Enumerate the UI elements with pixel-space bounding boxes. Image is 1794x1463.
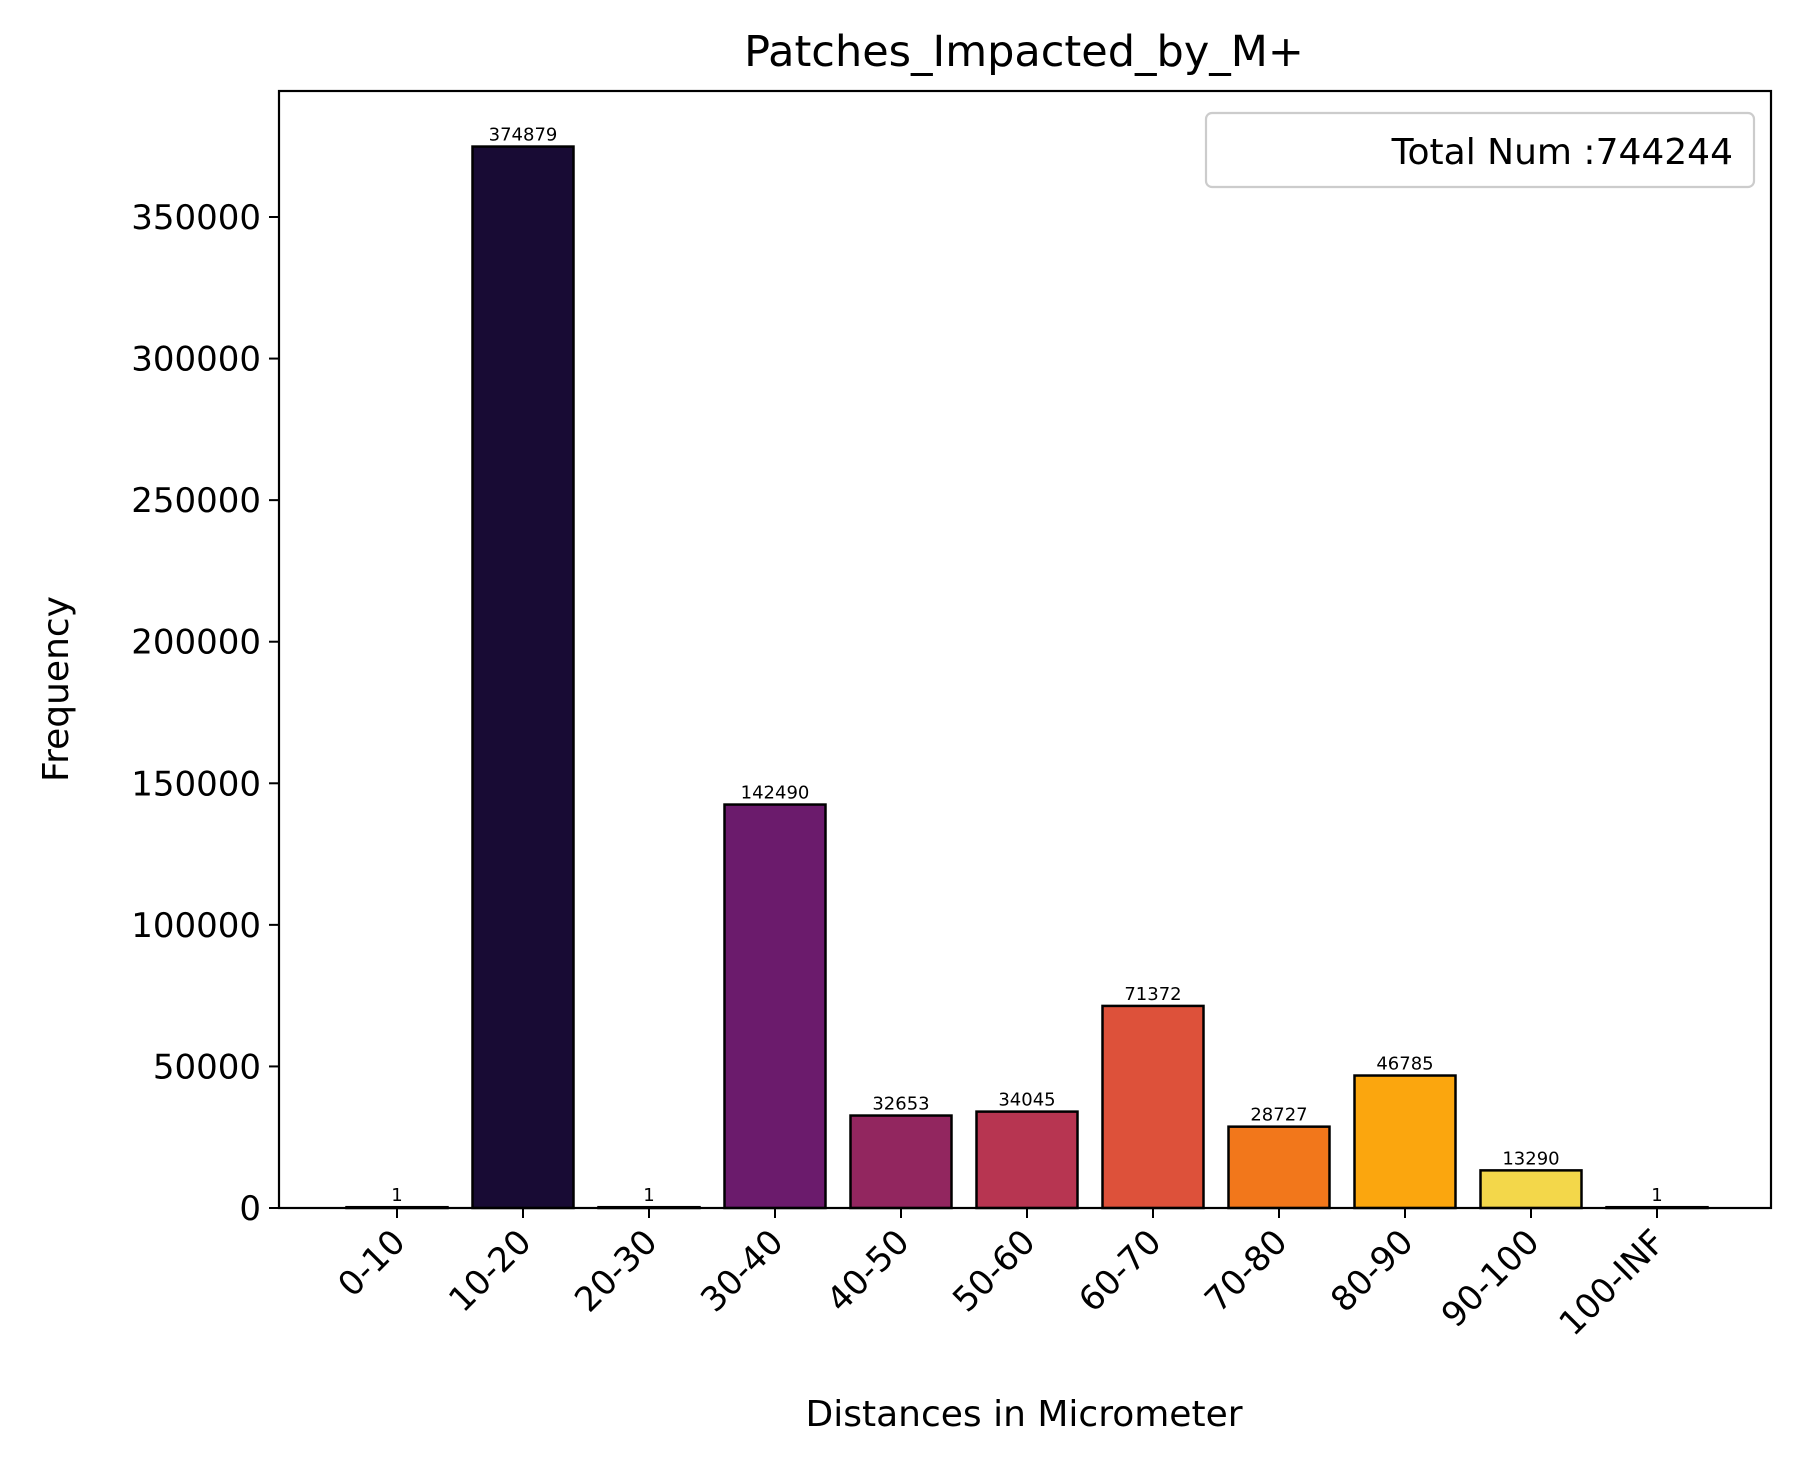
value-labels-layer: 1 374879 1 142490 32653 34045 71372 28727 46785 1… <box>391 125 1662 1207</box>
x-axis: 0-10 10-20 20-30 30-40 40-50 50-60 60-70 70-80 8… <box>331 1208 1674 1344</box>
y-axis-label: Frequency <box>36 596 77 782</box>
value-label-40-50: 32653 <box>872 1094 929 1115</box>
bar-70-80 <box>1227 1125 1331 1210</box>
legend-box <box>1204 111 1756 189</box>
x-tick-label-10-20: 10-20 <box>441 1222 539 1320</box>
value-label-10-20: 374879 <box>489 125 558 146</box>
x-tick-label-80-90: 80-90 <box>1323 1222 1421 1320</box>
bars-layer <box>345 145 1709 1210</box>
x-tick-label-90-100: 90-100 <box>1434 1222 1547 1335</box>
x-tick-label-60-70: 60-70 <box>1071 1222 1169 1320</box>
x-tick-label-0-10: 0-10 <box>331 1222 414 1305</box>
value-label-70-80: 28727 <box>1250 1105 1307 1126</box>
x-tick-label-100-INF: 100-INF <box>1552 1222 1674 1344</box>
y-tick-label-350000: 350000 <box>131 198 261 238</box>
y-tick-label-150000: 150000 <box>131 764 261 804</box>
bar-10-20 <box>471 145 575 1210</box>
y-tick-label-0: 0 <box>239 1189 261 1229</box>
value-label-0-10: 1 <box>391 1185 402 1206</box>
bar-60-70 <box>1101 1004 1205 1210</box>
x-tick-label-30-40: 30-40 <box>693 1222 791 1320</box>
bar-30-40 <box>723 803 827 1210</box>
x-tick-label-70-80: 70-80 <box>1197 1222 1295 1320</box>
legend: Total Num :744244 <box>1204 111 1756 189</box>
x-tick-label-40-50: 40-50 <box>819 1222 917 1320</box>
x-tick-label-20-30: 20-30 <box>567 1222 665 1320</box>
x-axis-label: Distances in Micrometer <box>805 1394 1242 1435</box>
legend-text: Total Num :744244 <box>1391 132 1733 173</box>
value-label-80-90: 46785 <box>1376 1054 1433 1075</box>
value-label-50-60: 34045 <box>998 1090 1055 1111</box>
bar-50-60 <box>975 1110 1079 1210</box>
y-tick-label-300000: 300000 <box>131 340 261 380</box>
bar-40-50 <box>849 1114 953 1210</box>
value-label-20-30: 1 <box>643 1185 654 1206</box>
value-label-60-70: 71372 <box>1124 984 1181 1005</box>
bar-90-100 <box>1479 1169 1583 1210</box>
y-axis: 0 50000 100000 150000 200000 250000 300000 3500… <box>131 198 279 1229</box>
y-tick-label-250000: 250000 <box>131 481 261 521</box>
y-tick-label-50000: 50000 <box>153 1047 261 1087</box>
y-tick-label-100000: 100000 <box>131 906 261 946</box>
y-tick-label-200000: 200000 <box>131 623 261 663</box>
plot-frame <box>277 89 1773 1210</box>
value-label-90-100: 13290 <box>1502 1148 1559 1169</box>
chart-title: Patches_Impacted_by_M+ <box>744 27 1304 77</box>
value-label-30-40: 142490 <box>741 783 810 804</box>
x-tick-label-50-60: 50-60 <box>945 1222 1043 1320</box>
bar-80-90 <box>1353 1074 1457 1210</box>
value-label-100-INF: 1 <box>1651 1185 1662 1206</box>
